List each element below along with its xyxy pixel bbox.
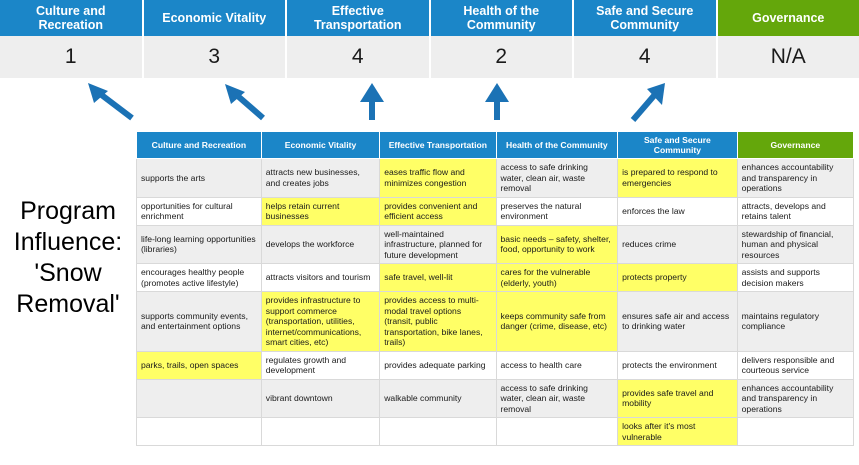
matrix-cell: life-long learning opportunities (librar… [136, 224, 262, 264]
table-row: encourages healthy people (promotes acti… [136, 263, 855, 292]
scorecard-value-economic-vitality: 3 [143, 36, 287, 78]
matrix-cell: safe travel, well-lit [379, 263, 497, 292]
scorecard: Culture and Recreation Economic Vitality… [0, 0, 859, 78]
arrow-1-shaft [93, 87, 134, 121]
matrix-cell: assists and supports decision makers [736, 263, 855, 292]
scorecard-value-health-of-the-community: 2 [430, 36, 574, 78]
matrix-cell: basic needs – safety, shelter, food, opp… [495, 224, 619, 264]
matrix-cell: regulates growth and development [260, 350, 381, 380]
matrix-cell [136, 378, 262, 418]
matrix-header-health-of-the-community: Health of the Community [495, 131, 619, 159]
arrow-2-head [225, 84, 245, 104]
matrix-cell: keeps community safe from danger (crime,… [495, 291, 619, 352]
matrix-cell [379, 417, 497, 446]
matrix-cell: protects the environment [617, 350, 738, 380]
arrow-5-shaft [630, 89, 661, 122]
matrix-cell: provides safe travel and mobility [617, 378, 738, 418]
table-row: parks, trails, open spaces regulates grow… [136, 350, 855, 380]
scorecard-header-governance: Governance [717, 0, 859, 36]
matrix-cell: supports community events, and entertain… [136, 291, 262, 352]
matrix-cell: helps retain current businesses [260, 196, 381, 226]
matrix-cell: access to safe drinking water, clean air… [495, 378, 619, 418]
scorecard-value-culture-and-recreation: 1 [0, 36, 144, 78]
matrix-cell [136, 417, 262, 446]
matrix-cell: looks after it's most vulnerable [617, 417, 738, 446]
matrix-header-culture-and-recreation: Culture and Recreation [136, 131, 262, 159]
matrix-header-economic-vitality: Economic Vitality [260, 131, 381, 159]
program-influence-line-2: Influence: [13, 228, 123, 256]
matrix-cell: well-maintained infrastructure, planned … [379, 224, 497, 264]
arrow-4-head [485, 83, 509, 102]
matrix-cell [736, 417, 855, 446]
scorecard-header-health-of-the-community: Health of the Community [430, 0, 574, 36]
scorecard-header-row: Culture and Recreation Economic Vitality… [0, 0, 859, 36]
matrix-cell: maintains regulatory compliance [736, 291, 855, 352]
matrix-cell: reduces crime [617, 224, 738, 264]
matrix-header-safe-and-secure-community: Safe and Secure Community [617, 131, 738, 159]
matrix-cell: delivers responsible and courteous servi… [736, 350, 855, 380]
matrix-cell: attracts, develops and retains talent [736, 196, 855, 226]
matrix-cell: enhances accountability and transparency… [736, 158, 855, 198]
matrix-cell: ensures safe air and access to drinking … [617, 291, 738, 352]
arrow-2-shaft [230, 88, 265, 121]
matrix-cell [260, 417, 381, 446]
matrix-cell: provides adequate parking [379, 350, 497, 380]
scorecard-value-governance: N/A [717, 36, 859, 78]
matrix-cell: preserves the natural environment [495, 196, 619, 226]
matrix-cell: walkable community [379, 378, 497, 418]
table-row: vibrant downtown walkable community access… [136, 378, 855, 418]
matrix-header-row: Culture and Recreation Economic Vitality… [136, 131, 855, 159]
matrix-cell: attracts new businesses, and creates job… [260, 158, 381, 198]
matrix-cell: stewardship of financial, human and phys… [736, 224, 855, 264]
matrix-cell: access to safe drinking water, clean air… [495, 158, 619, 198]
scorecard-value-row: 1 3 4 2 4 N/A [0, 36, 859, 78]
matrix-cell: cares for the vulnerable (elderly, youth… [495, 263, 619, 292]
scorecard-value-safe-and-secure-community: 4 [574, 36, 718, 78]
arrow-5-head [647, 83, 665, 105]
matrix-cell: access to health care [495, 350, 619, 380]
matrix-cell: provides infrastructure to support comme… [260, 291, 381, 352]
matrix-cell [495, 417, 619, 446]
matrix-cell: enforces the law [617, 196, 738, 226]
program-influence-line-3: 'Snow [34, 259, 102, 287]
matrix-cell: supports the arts [136, 158, 262, 198]
priority-matrix-table: Culture and Recreation Economic Vitality… [136, 131, 855, 446]
matrix-cell: opportunities for cultural enrichment [136, 196, 262, 226]
table-row: life-long learning opportunities (librar… [136, 224, 855, 264]
table-row: looks after it's most vulnerable [136, 417, 855, 446]
matrix-cell: vibrant downtown [260, 378, 381, 418]
matrix-header-governance: Governance [736, 131, 855, 159]
matrix-header-effective-transportation: Effective Transportation [379, 131, 497, 159]
matrix-cell: encourages healthy people (promotes acti… [136, 263, 262, 292]
scorecard-header-culture-and-recreation: Culture and Recreation [0, 0, 144, 36]
program-influence-label: Program Influence: 'Snow Removal' [4, 196, 132, 320]
program-influence-line-1: Program [20, 197, 116, 225]
table-row: supports community events, and entertain… [136, 291, 855, 352]
program-influence-line-4: Removal' [16, 290, 120, 318]
matrix-cell: is prepared to respond to emergencies [617, 158, 738, 198]
matrix-cell: enhances accountability and transparency… [736, 378, 855, 418]
matrix-cell: parks, trails, open spaces [136, 350, 262, 380]
arrow-layer [88, 83, 665, 122]
matrix-cell: provides convenient and efficient access [379, 196, 497, 226]
matrix-cell: protects property [617, 263, 738, 292]
matrix-cell: attracts visitors and tourism [260, 263, 381, 292]
matrix-cell: eases traffic flow and minimizes congest… [379, 158, 497, 198]
table-row: opportunities for cultural enrichment hel… [136, 196, 855, 226]
matrix-cell: provides access to multi-modal travel op… [379, 291, 497, 352]
scorecard-value-effective-transportation: 4 [287, 36, 431, 78]
matrix-cell: develops the workforce [260, 224, 381, 264]
arrow-1-head [88, 83, 108, 103]
table-row: supports the arts attracts new businesses… [136, 158, 855, 198]
arrow-3-head [360, 83, 384, 102]
scorecard-header-economic-vitality: Economic Vitality [143, 0, 287, 36]
matrix-body: supports the arts attracts new businesses… [136, 158, 855, 446]
scorecard-header-safe-and-secure-community: Safe and Secure Community [574, 0, 718, 36]
scorecard-header-effective-transportation: Effective Transportation [287, 0, 431, 36]
